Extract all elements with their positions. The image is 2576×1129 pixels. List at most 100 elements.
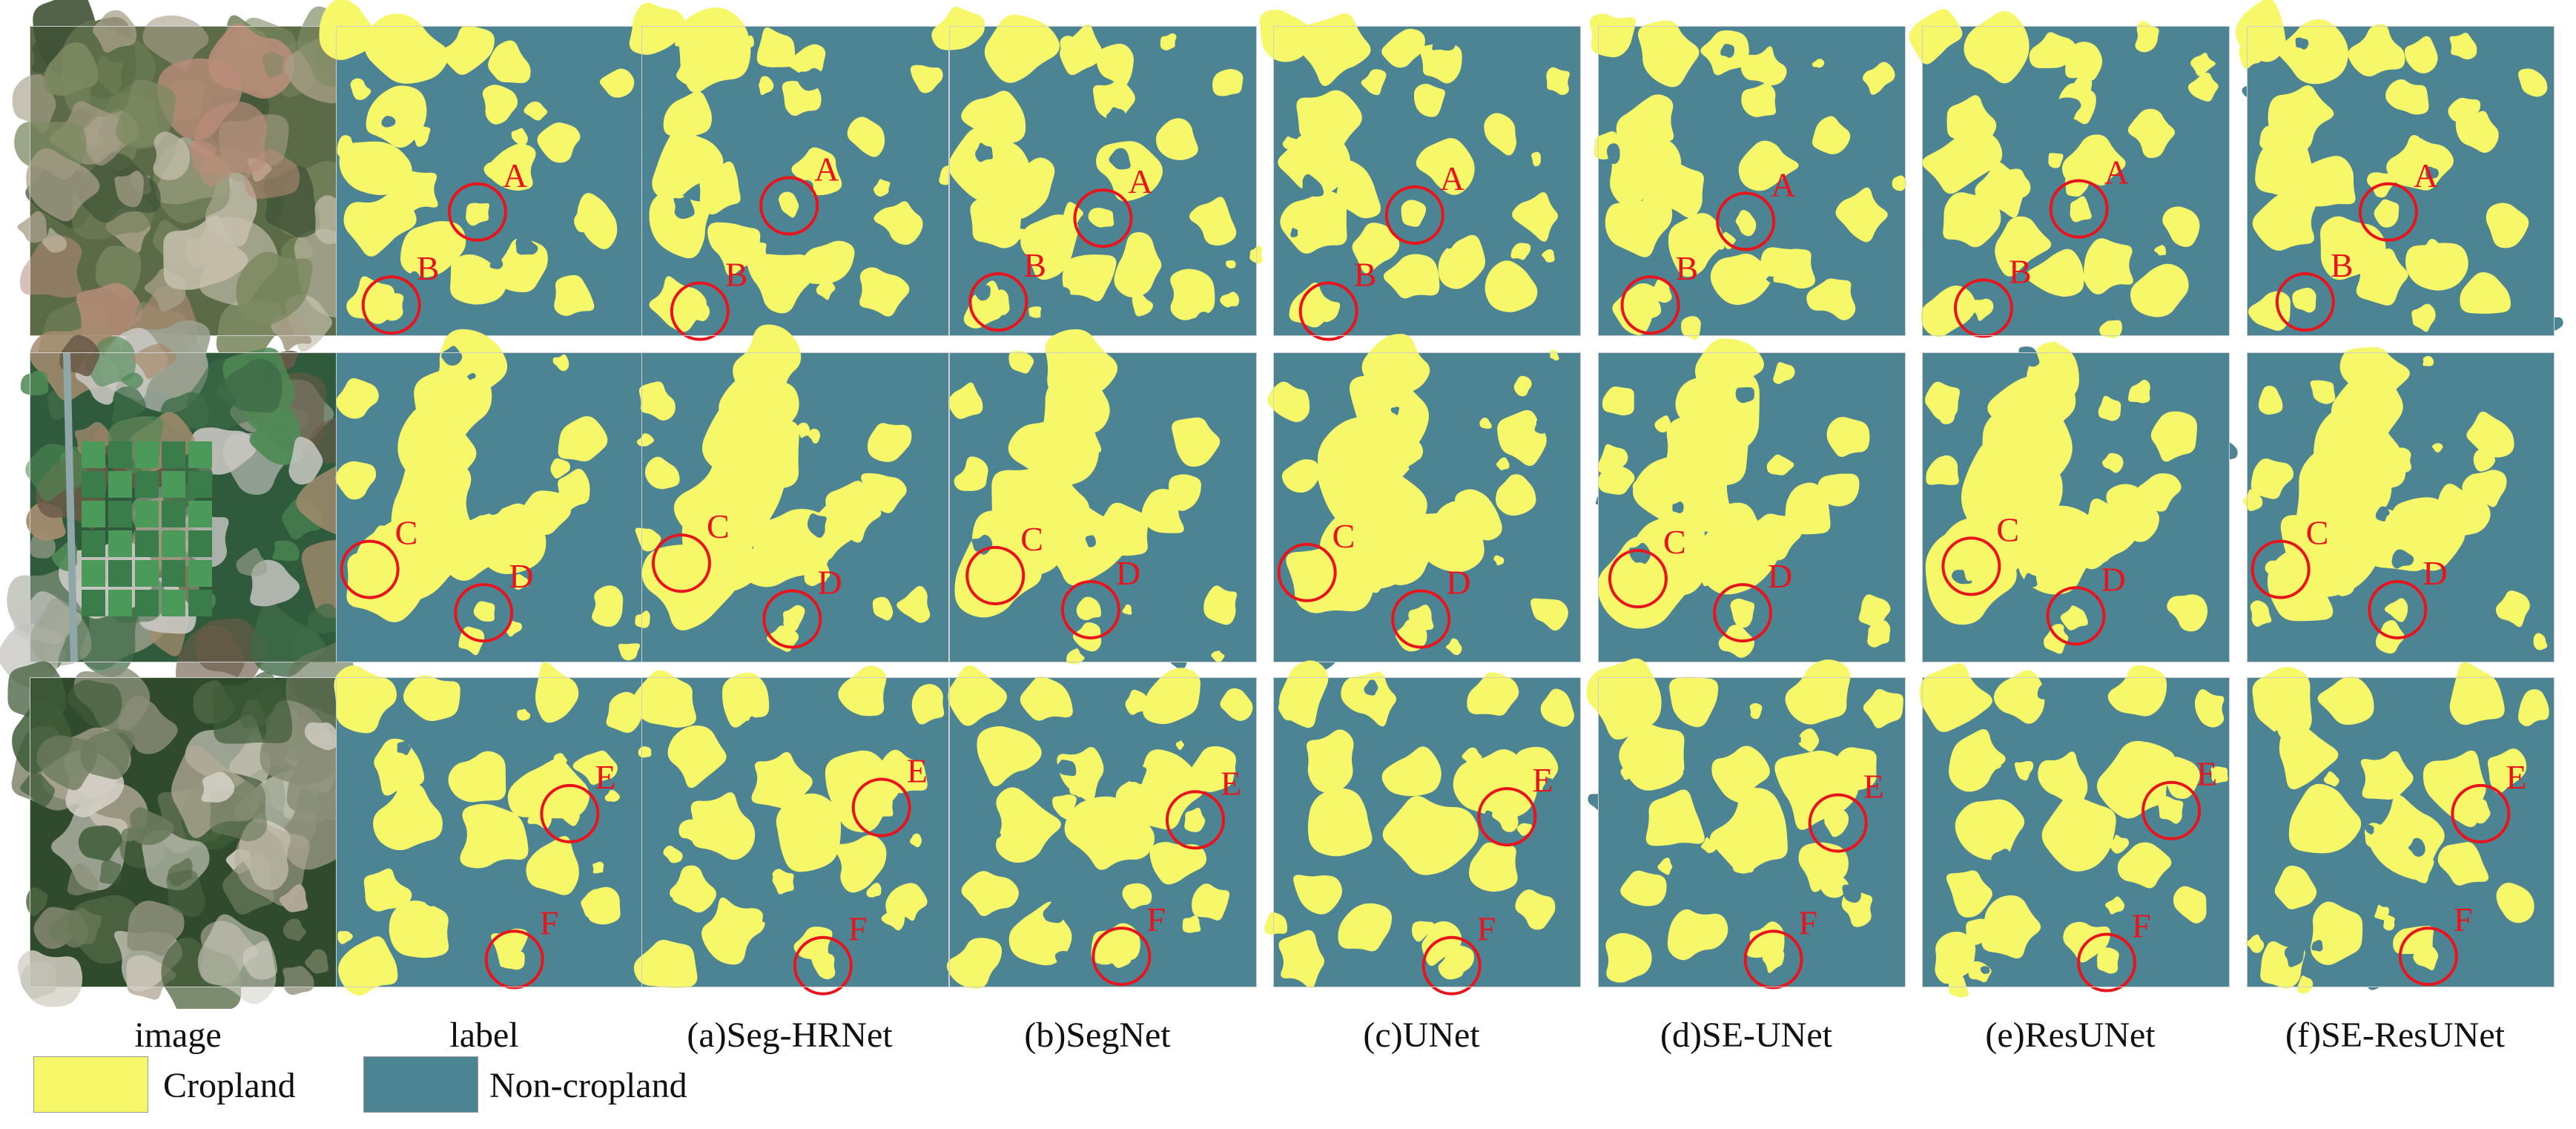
cropland-region [1363,499,1455,585]
noncropland-region [1364,679,1378,696]
cropland-region [2167,594,2208,632]
terrain-patch [116,79,176,148]
noncropland-region [381,116,396,128]
cropland-region [690,792,756,860]
cropland-region [2368,794,2445,881]
cropland-region [1338,829,1352,837]
cropland-region [1278,929,1325,988]
noncropland-region [1735,386,1754,404]
marker-letter-D: D [817,563,842,601]
cropland-region [663,846,683,863]
cropland-region [649,190,712,259]
cropland-region [1826,417,1870,457]
cropland-region [1867,620,1891,648]
marker-letter-F: F [1146,901,1166,938]
cropland-region [374,738,425,796]
cropland-region [2135,21,2159,53]
cropland-region [2356,248,2408,306]
cropland-region [1445,638,1462,656]
cropland-region [2098,395,2121,421]
cropland-region [2190,52,2216,76]
cropland-region [2496,882,2534,924]
cropland-region [1106,947,1132,968]
terrain-patch [7,661,67,724]
caption-unet: (c)UNet [1363,1016,1480,1055]
cropland-region [1619,723,1685,791]
cropland-region [1169,474,1201,511]
cropland-region [336,378,379,419]
cropland-region [2449,33,2477,60]
cropland-region [2372,248,2392,270]
cropland-region [515,490,572,536]
noncropland-region [2055,97,2081,120]
cropland-region [486,143,536,191]
terrain-patch [249,408,303,465]
marker-letter-F: F [2454,901,2473,938]
cropland-region [782,605,805,631]
cropland-region [808,428,821,444]
cropland-region [1462,747,1482,769]
cropland-region [337,135,358,158]
cropland-region [2334,573,2354,596]
cropland-region [1949,728,2006,792]
cropland-region [2117,842,2172,889]
noncropland-region [2408,837,2425,857]
noncropland-region [1195,312,1211,329]
cropland-region [697,161,741,215]
cropland-region [1318,297,1341,323]
marker-letter-C: C [707,507,730,545]
cropland-region [1892,175,1906,191]
cropland-region [1381,28,1425,68]
cropland-region [1812,59,1825,68]
field-plot [82,560,105,587]
cropland-region [1293,875,1342,915]
cropland-region [1192,883,1230,921]
noncropland-region [2295,37,2309,50]
field-plot [162,471,185,498]
cropland-region [1143,668,1201,725]
cropland-region [1966,918,1994,945]
cropland-region [1175,740,1185,750]
cropland-region [1361,69,1387,96]
cropland-region [1510,243,1531,260]
cropland-region [2101,452,2124,473]
cropland-region [2296,975,2314,994]
terrain-patch [47,391,70,421]
noncropland-region [673,194,695,220]
cropland-region [1530,598,1568,631]
cropland-region [793,926,833,960]
cropland-region [1700,837,1718,854]
terrain-patch [114,170,145,208]
noncropland-region [1043,898,1071,924]
cropland-region [1125,689,1149,715]
cropland-region [1413,83,1445,117]
caption-seg-hrnet: (a)Seg-HRNet [687,1016,893,1055]
cropland-region [1668,213,1723,277]
cropland-region [632,670,696,728]
cropland-region [771,869,794,895]
field-plot [188,471,212,498]
cropland-region [483,157,505,180]
cropland-region [2099,320,2122,338]
tile-label-row-3: EF [334,662,644,995]
noncropland-region [436,789,455,807]
noncropland-region [1114,732,1135,751]
cropland-region [2411,303,2436,332]
cropland-region [2044,623,2069,654]
cropland-region [1382,796,1479,875]
marker-letter-C: C [1996,510,2019,548]
cropland-region [674,31,691,47]
cropland-region [1401,778,1414,790]
marker-letter-A: A [1129,162,1153,200]
field-plot [82,471,105,498]
terrain-patch [272,540,300,562]
cropland-region [1017,939,1039,961]
cropland-region [1952,952,1967,968]
cropland-region [1182,915,1201,933]
cropland-region [572,750,618,786]
cropland-region [1042,492,1054,504]
tile-segnet-row-2: CD [948,329,1257,670]
cropland-region [1184,807,1206,832]
cropland-region [1773,362,1795,384]
